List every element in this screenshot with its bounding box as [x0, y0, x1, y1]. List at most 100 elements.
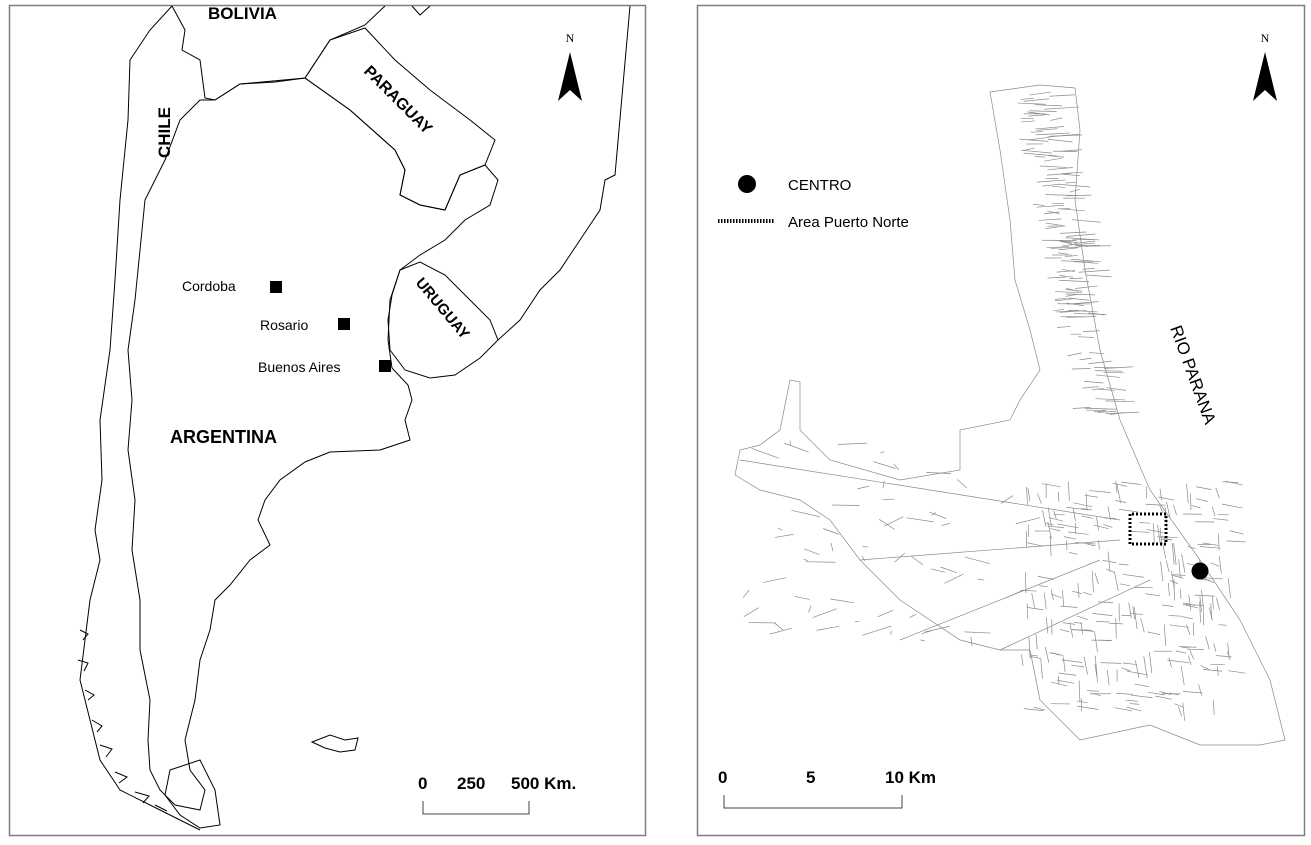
street-segment — [1057, 523, 1079, 529]
street-segment — [1078, 680, 1081, 703]
country-label-paraguay: PARAGUAY — [360, 63, 435, 138]
street-segment — [1212, 596, 1214, 610]
street-segment — [1203, 669, 1223, 672]
street-segment — [894, 552, 906, 563]
street-segment — [1061, 240, 1072, 244]
street-segment — [1171, 542, 1175, 565]
street-segment — [1205, 636, 1210, 650]
street-segment — [1168, 657, 1172, 668]
street-segment — [1059, 240, 1072, 244]
street-segment — [1029, 91, 1052, 96]
street-segment — [1037, 575, 1054, 580]
street-segment — [883, 516, 904, 527]
street-segment — [1082, 386, 1099, 389]
street-segment — [1073, 261, 1099, 264]
street-segment — [1106, 670, 1110, 686]
street-segment — [1095, 388, 1115, 391]
street-segment — [1092, 692, 1102, 697]
street-segment — [1077, 700, 1088, 704]
country-label-chile: CHILE — [155, 107, 174, 158]
street-segment — [1173, 504, 1177, 515]
street-segment — [1045, 225, 1066, 229]
street-segment — [1083, 592, 1093, 596]
street-segment — [1033, 706, 1046, 711]
street-segment — [1047, 521, 1052, 539]
street-segment — [1133, 607, 1138, 630]
street-segment — [803, 558, 808, 562]
street-segment — [1087, 690, 1100, 692]
street-segment — [926, 472, 951, 474]
street-segment — [1066, 287, 1079, 292]
street-segment — [1134, 660, 1140, 678]
street-segment — [1023, 152, 1058, 157]
street-segment — [1167, 582, 1170, 596]
street-segment — [1058, 676, 1060, 685]
street-segment — [1027, 137, 1050, 141]
street-segment — [1187, 545, 1196, 550]
street-segment — [1062, 590, 1065, 607]
street-segment — [1047, 507, 1052, 527]
street-segment — [1196, 486, 1212, 490]
street-segment — [1128, 602, 1132, 619]
street-segment — [1052, 202, 1065, 205]
street-segment — [1185, 604, 1204, 606]
street-segment — [1094, 572, 1099, 585]
north-label-right: N — [1261, 31, 1270, 45]
scale-tick-right-0: 0 — [718, 768, 727, 787]
street-segment — [791, 509, 821, 518]
street-segment — [751, 448, 779, 459]
street-segment — [1046, 246, 1069, 249]
street-segment — [1116, 484, 1121, 504]
street-segment — [930, 568, 945, 573]
street-segment — [1063, 174, 1080, 177]
street-segment — [1058, 252, 1069, 255]
street-segment — [1083, 380, 1104, 384]
street-segment — [1038, 218, 1062, 221]
street-segment — [1041, 483, 1061, 488]
street-segment — [1034, 156, 1046, 158]
scale-bar-right — [723, 795, 903, 809]
street-segment — [1173, 543, 1177, 565]
street-segment — [1201, 589, 1205, 612]
street-segment — [1211, 506, 1216, 516]
street-segment — [1081, 515, 1094, 519]
street-segment — [1062, 242, 1095, 246]
street-segment — [1121, 667, 1131, 672]
scale-bar-left — [422, 801, 530, 815]
street-segment — [1084, 494, 1098, 498]
street-segment — [1182, 602, 1196, 606]
street-segment — [1001, 495, 1014, 504]
brazil-coast — [497, 5, 631, 341]
street-segment — [1047, 133, 1079, 138]
street-segment — [1088, 490, 1111, 493]
street-segment — [830, 598, 855, 604]
street-segment — [1044, 523, 1054, 525]
street-segment — [1114, 571, 1119, 591]
street-segment — [1126, 706, 1142, 712]
street-segment — [1045, 222, 1064, 226]
street-segment — [857, 485, 870, 490]
street-segment — [1078, 245, 1112, 247]
street-segment — [1119, 583, 1131, 587]
street-segment — [1053, 150, 1078, 153]
north-arrow-icon-left — [558, 52, 582, 101]
street-segment — [1098, 601, 1114, 604]
street-segment — [1213, 700, 1215, 716]
street-segment — [812, 608, 837, 618]
street-segment — [1035, 132, 1070, 136]
street-segment — [1020, 98, 1034, 100]
country-label-argentina: ARGENTINA — [170, 427, 277, 447]
uruguay-outline — [387, 261, 499, 379]
street-segment — [1087, 543, 1096, 547]
street-segment — [1095, 398, 1126, 401]
street-segment — [1026, 542, 1044, 547]
street-segment — [1054, 297, 1068, 300]
street-segment — [1074, 240, 1096, 244]
street-segment — [1060, 260, 1093, 263]
street-segment — [1104, 366, 1134, 369]
street-segment — [1218, 555, 1222, 574]
street-segment — [1046, 173, 1072, 176]
street-segment — [1085, 274, 1112, 278]
street-segment — [1115, 500, 1127, 503]
street-segment — [1059, 628, 1070, 633]
